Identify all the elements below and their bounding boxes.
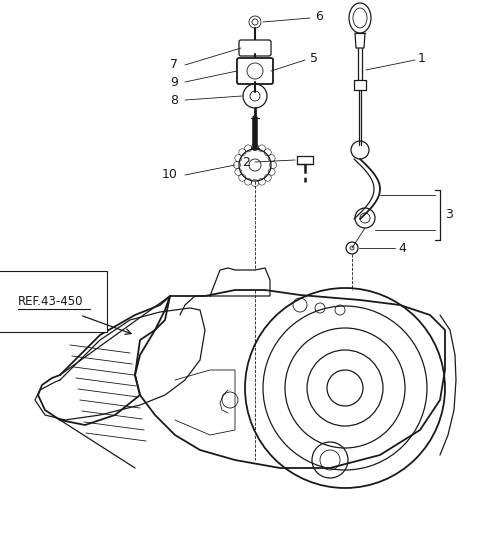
FancyBboxPatch shape: [239, 40, 271, 56]
Text: 6: 6: [315, 11, 323, 23]
Text: 9: 9: [170, 75, 178, 89]
Text: 7: 7: [170, 59, 178, 72]
Text: 2: 2: [242, 155, 250, 169]
Polygon shape: [210, 268, 270, 296]
Text: 1: 1: [418, 51, 426, 65]
Text: 5: 5: [310, 51, 318, 65]
Text: 8: 8: [170, 93, 178, 106]
FancyBboxPatch shape: [237, 58, 273, 84]
Text: 10: 10: [162, 169, 178, 182]
Text: 3: 3: [445, 208, 453, 222]
Text: REF.43-450: REF.43-450: [18, 295, 84, 308]
Text: 4: 4: [398, 241, 406, 255]
